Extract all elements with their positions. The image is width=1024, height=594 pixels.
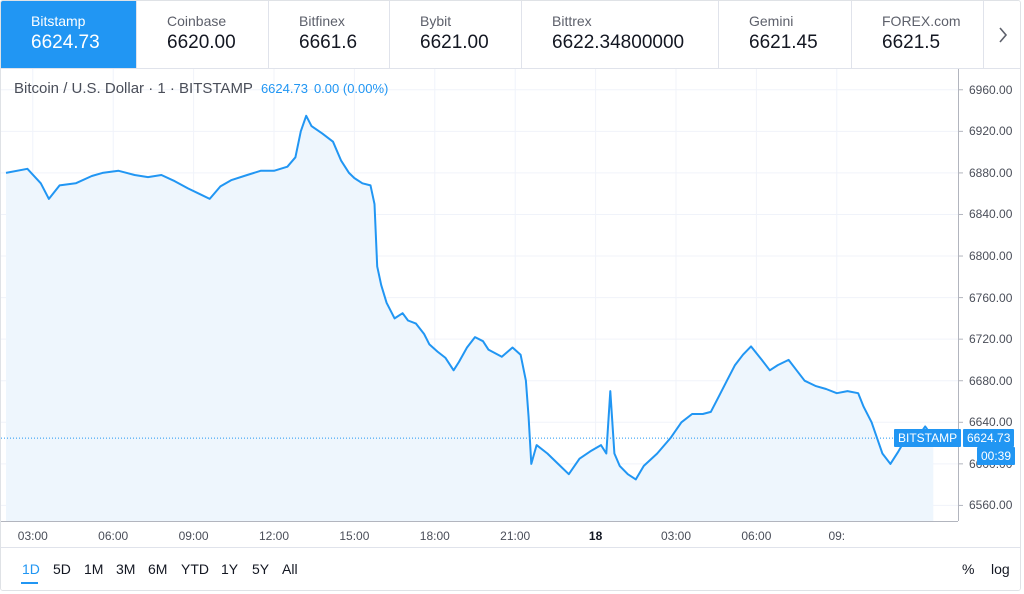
ticker-forex-com[interactable]: FOREX.com 6621.5	[852, 1, 984, 68]
time-axis-label: 21:00	[500, 529, 531, 543]
price-axis-label: 6920.00	[969, 124, 1013, 139]
legend-change: 0.00 (0.00%)	[313, 81, 389, 96]
ticker-next-button[interactable]	[984, 1, 1020, 68]
ticker-gemini[interactable]: Gemini 6621.45	[719, 1, 852, 68]
range-1m[interactable]: 1M	[84, 561, 104, 577]
chart-legend: Bitcoin / U.S. Dollar · 1 · BITSTAMP 662…	[14, 80, 388, 97]
range-5d[interactable]: 5D	[53, 561, 71, 577]
ticker-name: FOREX.com	[882, 13, 961, 29]
ticker-name: Bittrex	[552, 13, 592, 29]
range-6m[interactable]: 6M	[148, 561, 168, 577]
ticker-strip: Bitstamp 6624.73 Coinbase 6620.00 Bitfin…	[1, 1, 1020, 69]
ticker-name: Gemini	[749, 13, 794, 29]
time-axis-label: 18	[588, 529, 603, 543]
ticker-price: 6661.6	[299, 32, 358, 53]
time-axis-label: 18:00	[419, 529, 450, 543]
range-1d[interactable]: 1D	[22, 561, 40, 577]
range-1y[interactable]: 1Y	[221, 561, 239, 577]
range-all[interactable]: All	[282, 561, 298, 577]
log-scale-toggle[interactable]: log	[991, 561, 1010, 577]
price-axis-label: 6880.00	[969, 165, 1013, 180]
price-axis-label: 6640.00	[969, 415, 1013, 430]
time-axis-label: 09:	[828, 529, 846, 543]
time-axis-label: 12:00	[258, 529, 290, 543]
time-axis-label: 06:00	[98, 529, 129, 543]
ticker-coinbase[interactable]: Coinbase 6620.00	[137, 1, 269, 68]
range-5y[interactable]: 5Y	[252, 561, 270, 577]
price-axis-label: 6680.00	[969, 373, 1013, 388]
ticker-price: 6620.00	[167, 32, 236, 53]
ticker-bybit[interactable]: Bybit 6621.00	[390, 1, 522, 68]
ticker-name: Bybit	[420, 13, 452, 29]
price-axis-label: 6800.00	[969, 249, 1013, 264]
ticker-bitfinex[interactable]: Bitfinex 6661.6	[269, 1, 390, 68]
ticker-name: Bitfinex	[299, 13, 345, 29]
ticker-bitstamp[interactable]: Bitstamp 6624.73	[1, 1, 137, 68]
time-axis-label: 03:00	[17, 529, 48, 543]
exchange-tag: BITSTAMP	[894, 429, 962, 448]
percent-scale-toggle[interactable]: %	[962, 561, 975, 577]
price-chart[interactable]	[1, 69, 1021, 547]
last-price-tag: 6624.73	[963, 429, 1015, 448]
time-axis-label: 06:00	[741, 529, 772, 543]
ticker-price: 6622.34800000	[552, 32, 685, 53]
price-line	[5, 114, 935, 481]
ticker-price: 6621.45	[749, 32, 818, 53]
bottom-toolbar: 1D 5D 1M 3M 6M YTD 1Y 5Y All % log	[1, 547, 1020, 590]
time-axis-label: 15:00	[339, 529, 370, 543]
countdown-tag: 00:39	[977, 447, 1016, 466]
range-3m[interactable]: 3M	[116, 561, 136, 577]
ticker-name: Coinbase	[167, 13, 227, 29]
price-axis-label: 6840.00	[969, 207, 1013, 222]
ticker-price: 6621.5	[882, 32, 941, 53]
ticker-name: Bitstamp	[31, 13, 86, 29]
price-axis-label: 6960.00	[969, 82, 1013, 97]
price-axis-label: 6560.00	[969, 498, 1013, 513]
active-range-indicator	[21, 582, 38, 584]
chevron-right-icon	[999, 26, 1008, 43]
ticker-bittrex[interactable]: Bittrex 6622.34800000	[522, 1, 719, 68]
price-axis-label: 6720.00	[969, 332, 1013, 347]
price-axis-label: 6760.00	[969, 290, 1013, 305]
time-axis-label: 09:00	[178, 529, 209, 543]
legend-value: 6624.73	[260, 81, 308, 96]
ticker-price: 6624.73	[31, 32, 100, 53]
range-ytd[interactable]: YTD	[181, 561, 209, 577]
price-area-fill	[6, 115, 934, 522]
chart-area[interactable]: Bitcoin / U.S. Dollar · 1 · BITSTAMP 662…	[1, 69, 1021, 547]
ticker-price: 6621.00	[420, 32, 489, 53]
symbol-title[interactable]: Bitcoin / U.S. Dollar · 1 · BITSTAMP	[14, 80, 253, 97]
time-axis-label: 03:00	[660, 529, 692, 543]
